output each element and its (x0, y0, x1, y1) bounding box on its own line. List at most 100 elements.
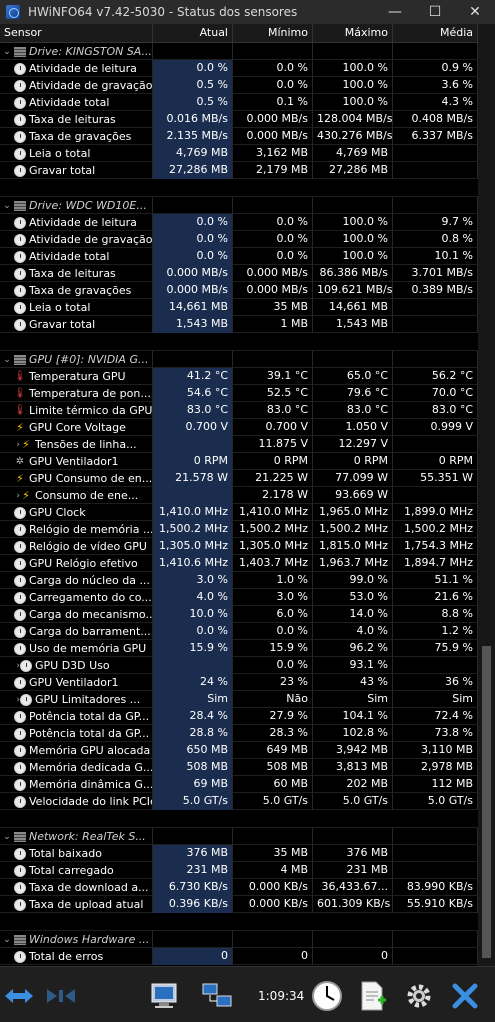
sensor-group-row[interactable]: ⌄ Network: RealTek S... (0, 828, 478, 845)
sensor-row[interactable]: GPU Ventilador1 24 % 23 % 43 % 36 % (0, 674, 478, 691)
sensor-row[interactable]: Gravar total 27,286 MB 2,179 MB 27,286 MB (0, 162, 478, 179)
clock-icon (14, 710, 26, 723)
value-minimo: 0.0 % (233, 60, 313, 77)
sensor-row[interactable]: Total de erros 0 0 0 (0, 948, 478, 965)
sensor-row[interactable]: Taxa de gravações 0.000 MB/s 0.000 MB/s 109… (0, 282, 478, 299)
sensor-row[interactable]: Velocidade do link PCIe 5.0 GT/s 5.0 GT/s 5… (0, 793, 478, 810)
collapse-chevron-icon[interactable]: ⌄ (3, 46, 11, 57)
exit-close-icon[interactable] (448, 979, 482, 1013)
sensor-row[interactable]: Carga do mecanismo... 10.0 % 6.0 % 14.0 % 8.… (0, 606, 478, 623)
value-minimo: 35 MB (233, 299, 313, 316)
vertical-scrollbar[interactable] (478, 24, 495, 966)
column-minimo[interactable]: Mínimo (233, 24, 313, 42)
value-minimo: 23 % (233, 674, 313, 691)
sensor-row[interactable]: Potência total da GP... 28.4 % 27.9 % 104.1… (0, 708, 478, 725)
sensor-label: GPU Ventilador1 (29, 675, 119, 689)
sensor-row[interactable]: Taxa de download a... 6.730 KB/s 0.000 KB/… (0, 879, 478, 896)
sensor-group-row[interactable]: ⌄ Drive: WDC WD10E... (0, 197, 478, 214)
value-minimo: 52.5 °C (233, 385, 313, 402)
sensor-row[interactable]: 🌡 Temperatura GPU 41.2 °C 39.1 °C 65.0 °C 56.… (0, 368, 478, 385)
collapse-chevron-icon[interactable]: ⌄ (3, 200, 11, 211)
sensor-group-row[interactable]: ⌄ Drive: KINGSTON SA... (0, 43, 478, 60)
sensor-row[interactable]: GPU Clock 1,410.0 MHz 1,410.0 MHz 1,965.0 M… (0, 504, 478, 521)
value-media (393, 862, 478, 879)
sensor-name-cell: Gravar total (0, 316, 153, 333)
sensor-name-cell: Leia o total (0, 299, 153, 316)
minimize-button[interactable]: — (388, 4, 402, 20)
scrollbar-thumb[interactable] (482, 646, 491, 958)
sensor-row[interactable]: Relógio de memória ... 1,500.2 MHz 1,500.2… (0, 521, 478, 538)
value-atual: 69 MB (153, 776, 233, 793)
sensor-row[interactable]: Atividade de gravação 0.0 % 0.0 % 100.0 % 0.… (0, 231, 478, 248)
sensor-group-row[interactable]: ⌄ Windows Hardware ... (0, 931, 478, 948)
drive-icon (14, 934, 26, 945)
sensor-row[interactable]: Leia o total 14,661 MB 35 MB 14,661 MB (0, 299, 478, 316)
navigate-arrows-icon[interactable] (2, 979, 36, 1013)
sensor-row[interactable]: › GPU D3D Uso 0.0 % 93.1 % (0, 657, 478, 674)
sensor-row[interactable]: Memória dinâmica G... 69 MB 60 MB 202 MB 112… (0, 776, 478, 793)
sensor-label: Memória dedicada G... (29, 760, 153, 774)
sensor-label: Atividade de gravação (29, 232, 153, 246)
status-bar: 1:09:34 (0, 966, 495, 1022)
column-maximo[interactable]: Máximo (313, 24, 393, 42)
sensor-row[interactable]: Atividade de leitura 0.0 % 0.0 % 100.0 % 0.9… (0, 60, 478, 77)
sensor-row[interactable]: Carga do barrament... 0.0 % 0.0 % 4.0 % 1.2 … (0, 623, 478, 640)
sensor-label: Total de erros (29, 949, 104, 963)
collapse-chevron-icon[interactable]: ⌄ (3, 934, 11, 945)
sensor-row[interactable]: › GPU Limitadores ... Sim Não Sim Sim (0, 691, 478, 708)
sensor-row[interactable]: Total carregado 231 MB 4 MB 231 MB (0, 862, 478, 879)
sensor-name-cell: Potência total da GP... (0, 725, 153, 742)
close-button[interactable]: ✕ (469, 4, 481, 20)
sensor-row[interactable]: ⚡ GPU Core Voltage 0.700 V 0.700 V 1.050 V 0.… (0, 419, 478, 436)
sensor-row[interactable]: Gravar total 1,543 MB 1 MB 1,543 MB (0, 316, 478, 333)
sensor-row[interactable]: 🌡 Limite térmico da GPU 83.0 °C 83.0 °C 83.0… (0, 402, 478, 419)
sensor-name-cell: Total baixado (0, 845, 153, 862)
sensor-row[interactable]: Atividade total 0.0 % 0.0 % 100.0 % 10.1 % (0, 248, 478, 265)
column-atual[interactable]: Atual (153, 24, 233, 42)
sensor-row[interactable]: ✲ GPU Ventilador1 0 RPM 0 RPM 0 RPM 0 RPM (0, 453, 478, 470)
value-maximo: 231 MB (313, 862, 393, 879)
sensor-list[interactable]: ⌄ Drive: KINGSTON SA... Atividade de leitu… (0, 43, 478, 966)
sensor-row[interactable]: Memória GPU alocada 650 MB 649 MB 3,942 MB 3… (0, 742, 478, 759)
sensor-row[interactable]: Taxa de upload atual 0.396 KB/s 0.000 KB/s… (0, 896, 478, 913)
column-sensor[interactable]: Sensor (0, 24, 153, 42)
value-media: 112 MB (393, 776, 478, 793)
sensor-row[interactable]: Uso de memória GPU 15.9 % 15.9 % 96.2 % 75.9… (0, 640, 478, 657)
sensor-row[interactable]: Taxa de leituras 0.000 MB/s 0.000 MB/s 86.3… (0, 265, 478, 282)
collapse-arrows-icon[interactable] (44, 979, 78, 1013)
network-computers-icon[interactable] (200, 979, 234, 1013)
collapse-chevron-icon[interactable]: ⌄ (3, 354, 11, 365)
sensor-row[interactable]: Leia o total 4,769 MB 3,162 MB 4,769 MB (0, 145, 478, 162)
sensor-row[interactable]: Memória dedicada G... 508 MB 508 MB 3,813 M… (0, 759, 478, 776)
sensor-row[interactable]: Relógio de vídeo GPU 1,305.0 MHz 1,305.0 M… (0, 538, 478, 555)
settings-gear-icon[interactable] (402, 979, 436, 1013)
value-minimo: 11.875 V (233, 436, 313, 453)
drive-icon (14, 831, 26, 842)
collapse-chevron-icon[interactable]: ⌄ (3, 831, 11, 842)
sensor-row[interactable]: Atividade de leitura 0.0 % 0.0 % 100.0 % 9.7… (0, 214, 478, 231)
sensor-row[interactable]: Carga do núcleo da ... 3.0 % 1.0 % 99.0 % 51… (0, 572, 478, 589)
sensor-group-row[interactable]: ⌄ GPU [#0]: NVIDIA G... (0, 351, 478, 368)
sensor-row[interactable]: Carregamento do co... 4.0 % 3.0 % 53.0 % 21.… (0, 589, 478, 606)
sensor-row[interactable]: Potência total da GP... 28.8 % 28.3 % 102.8… (0, 725, 478, 742)
sensor-row[interactable]: Total baixado 376 MB 35 MB 376 MB (0, 845, 478, 862)
column-media[interactable]: Média (393, 24, 478, 42)
value-atual: 27,286 MB (153, 162, 233, 179)
sensor-row[interactable]: Taxa de gravações 2.135 MB/s 0.000 MB/s 430… (0, 128, 478, 145)
sensor-row[interactable]: Taxa de leituras 0.016 MB/s 0.000 MB/s 128.… (0, 111, 478, 128)
value-minimo: 0.0 % (233, 231, 313, 248)
clock-reset-icon[interactable] (310, 979, 344, 1013)
sensor-row[interactable]: › ⚡ Tensões de linha... 11.875 V 12.297 V (0, 436, 478, 453)
log-file-icon[interactable] (356, 979, 390, 1013)
sensor-row[interactable]: › ⚡ Consumo de ene... 2.178 W 93.669 W (0, 487, 478, 504)
value-atual: 4,769 MB (153, 145, 233, 162)
sensor-row[interactable]: ⚡ GPU Consumo de en... 21.578 W 21.225 W 77.… (0, 470, 478, 487)
sensor-row[interactable]: 🌡 Temperatura de pon... 54.6 °C 52.5 °C 79.6… (0, 385, 478, 402)
sensor-label: GPU Consumo de en... (29, 471, 153, 485)
sensor-row[interactable]: Atividade de gravação 0.5 % 0.0 % 100.0 % 3.… (0, 77, 478, 94)
sensor-row[interactable]: Atividade total 0.5 % 0.1 % 100.0 % 4.3 % (0, 94, 478, 111)
sensor-row[interactable]: GPU Relógio efetivo 1,410.6 MHz 1,403.7 MH… (0, 555, 478, 572)
value-minimo: 0.0 % (233, 77, 313, 94)
system-summary-icon[interactable] (148, 979, 182, 1013)
maximize-button[interactable]: ☐ (428, 4, 442, 20)
